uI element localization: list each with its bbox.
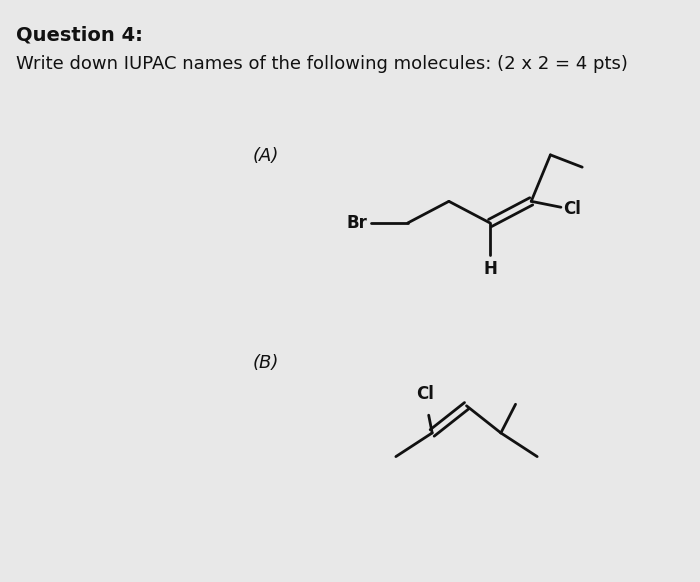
Text: Cl: Cl: [416, 385, 434, 403]
Text: (B): (B): [253, 354, 279, 372]
Text: (A): (A): [253, 147, 279, 165]
Text: Write down IUPAC names of the following molecules: (2 x 2 = 4 pts): Write down IUPAC names of the following …: [16, 55, 629, 73]
Text: H: H: [483, 260, 497, 278]
Text: Cl: Cl: [563, 200, 580, 218]
Text: Br: Br: [346, 214, 368, 232]
Text: Question 4:: Question 4:: [16, 26, 144, 45]
